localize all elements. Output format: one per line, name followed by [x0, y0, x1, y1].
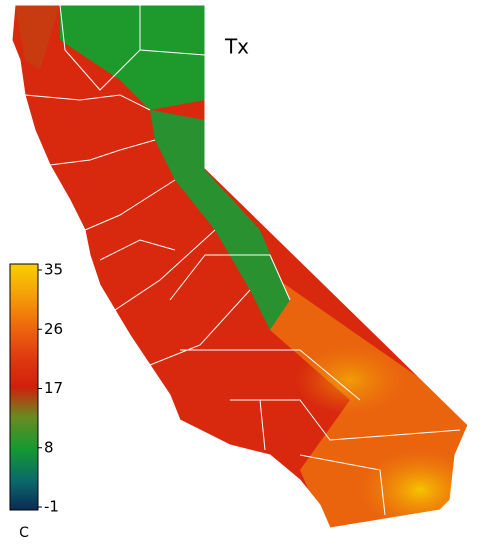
- colorbar-unit: C: [19, 525, 29, 541]
- colorbar-tick-label: 35: [44, 261, 63, 279]
- colorbar-tick-label: -1: [44, 498, 59, 516]
- colorbar: [9, 263, 39, 511]
- map-title: Tx: [224, 35, 249, 59]
- county-lines: [24, 4, 461, 516]
- colorbar-tick-label: 17: [44, 379, 63, 397]
- state-outline: [11, 4, 469, 529]
- colorbar-tick-label: 26: [44, 320, 63, 338]
- colorbar-tick-label: 8: [44, 438, 54, 456]
